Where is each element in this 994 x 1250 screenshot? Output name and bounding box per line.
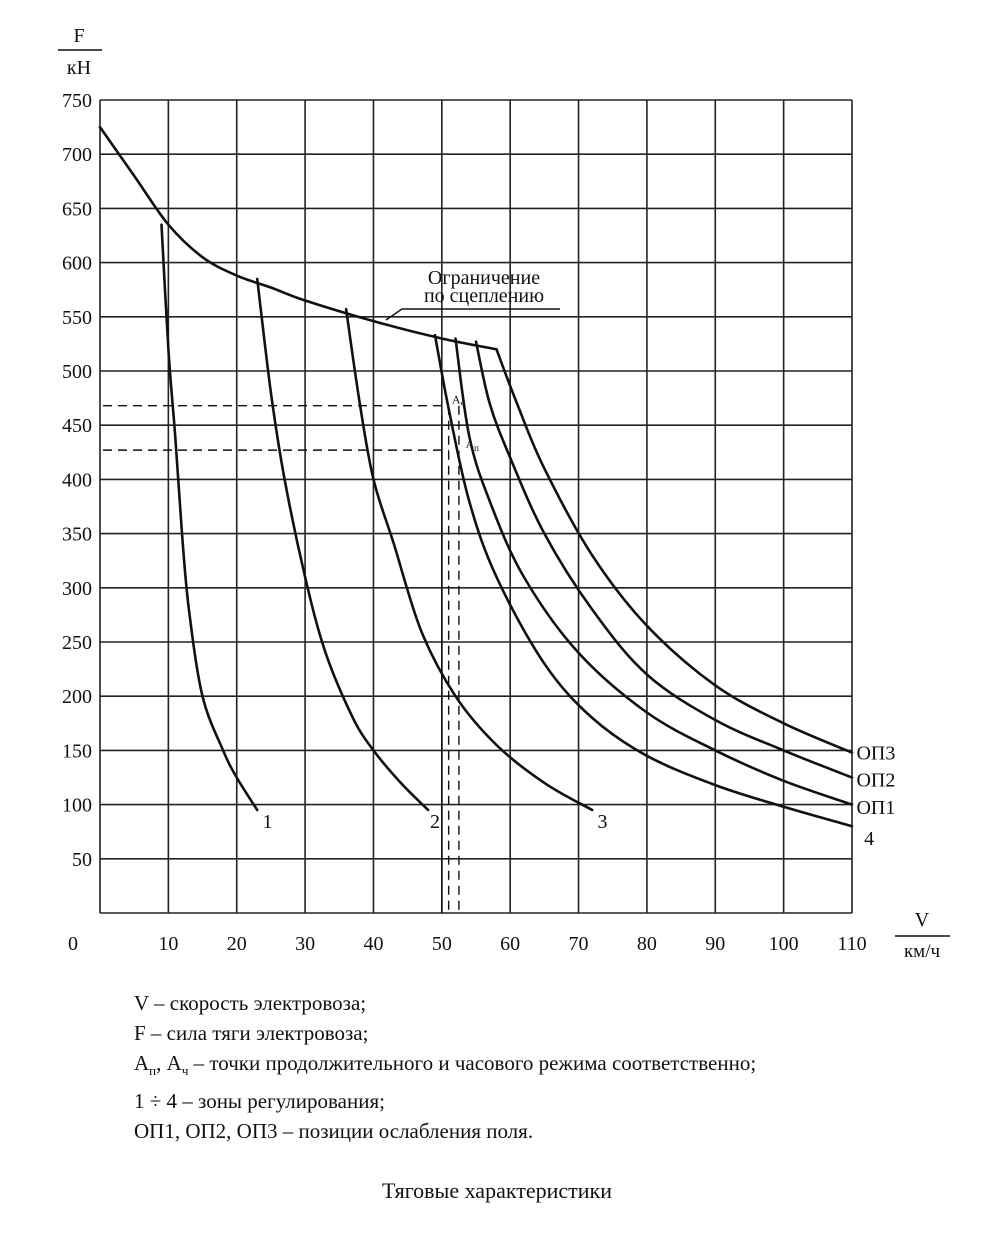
y-tick-label: 150 bbox=[62, 740, 92, 762]
curve-1 bbox=[160, 223, 259, 812]
x-tick-label: 90 bbox=[705, 933, 725, 955]
x-tick-label: 70 bbox=[569, 933, 589, 955]
y-tick-label: 650 bbox=[62, 198, 92, 220]
legend-point-desc: – точки продолжительного и часового режи… bbox=[188, 1051, 757, 1075]
x-tick-label: 100 bbox=[769, 933, 799, 955]
limit-label-line1: Ограничение bbox=[428, 267, 540, 289]
curve-ОП1 bbox=[454, 337, 854, 806]
y-tick-label: 300 bbox=[62, 578, 92, 600]
x-tick-label: 50 bbox=[432, 933, 452, 955]
y-tick-label: 600 bbox=[62, 253, 92, 275]
x-tick-label: 10 bbox=[158, 933, 178, 955]
y-tick-label: 350 bbox=[62, 524, 92, 546]
curve-ОП2 bbox=[474, 340, 854, 779]
point-label-sub: ч bbox=[460, 399, 465, 409]
legend-point-sep: , A bbox=[156, 1051, 182, 1075]
curve-ОП3 bbox=[495, 348, 854, 754]
x-tick-label: 110 bbox=[837, 933, 866, 955]
chart-curves bbox=[98, 125, 854, 828]
limit-label-leader bbox=[385, 308, 403, 321]
curve-label-2: 2 bbox=[430, 811, 440, 833]
x-tick-label: 20 bbox=[227, 933, 247, 955]
x-tick-label: 30 bbox=[295, 933, 315, 955]
curve-label-3: 3 bbox=[597, 811, 607, 833]
curve-4 bbox=[433, 333, 854, 828]
y-axis-label-bottom: кН bbox=[67, 57, 91, 79]
legend-line-points: Aп, Aч – точки продолжительного и часово… bbox=[134, 1048, 974, 1086]
curve-label-ОП1: ОП1 bbox=[856, 797, 895, 819]
legend-line-op: ОП1, ОП2, ОП3 – позиции ослабления поля. bbox=[134, 1119, 534, 1143]
adhesion-limit-curve bbox=[98, 125, 498, 351]
dashed-guides bbox=[103, 404, 460, 913]
chart-grid bbox=[99, 99, 853, 914]
y-tick-label: 100 bbox=[62, 795, 92, 817]
x-axis-label-top: V bbox=[915, 909, 930, 931]
chart-labels: 5010015020025030035040045050055060065070… bbox=[58, 25, 950, 962]
legend-line-f: F – сила тяги электровоза; bbox=[134, 1021, 369, 1045]
y-tick-label: 250 bbox=[62, 632, 92, 654]
legend-point-letter: A bbox=[134, 1051, 150, 1075]
y-axis-label-top: F bbox=[73, 25, 84, 47]
curve-2 bbox=[255, 277, 430, 812]
x-axis-label-bottom: км/ч bbox=[904, 941, 941, 962]
y-tick-label: 500 bbox=[62, 361, 92, 383]
y-tick-label: 400 bbox=[62, 469, 92, 491]
figure-caption: Тяговые характеристики bbox=[381, 1178, 613, 1203]
y-tick-label: 50 bbox=[72, 849, 92, 871]
curve-label-ОП2: ОП2 bbox=[856, 770, 895, 792]
y-tick-label: 700 bbox=[62, 144, 92, 166]
y-tick-label: 750 bbox=[62, 90, 92, 112]
curve-label-ОП3: ОП3 bbox=[856, 743, 895, 765]
point-label: Aп bbox=[465, 437, 479, 453]
legend-line-v: V – скорость электровоза; bbox=[134, 991, 367, 1015]
x-tick-label: 60 bbox=[500, 933, 520, 955]
legend-sub-ch: ч bbox=[181, 1063, 189, 1078]
point-label-sub: п bbox=[474, 443, 479, 453]
legend: V – скорость электровоза; F – сила тяги … bbox=[134, 988, 974, 1146]
x-tick-label: 80 bbox=[637, 933, 657, 955]
y-tick-label: 550 bbox=[62, 307, 92, 329]
legend-sub-p: п bbox=[149, 1063, 157, 1078]
x-origin-label: 0 bbox=[68, 933, 78, 955]
curve-3 bbox=[344, 307, 594, 812]
legend-line-zones: 1 ÷ 4 – зоны регулирования; bbox=[134, 1089, 385, 1113]
y-tick-label: 200 bbox=[62, 686, 92, 708]
curve-label-4: 4 bbox=[864, 828, 874, 850]
limit-label-line2: по сцеплению bbox=[424, 285, 544, 307]
x-tick-label: 40 bbox=[363, 933, 383, 955]
curve-label-1: 1 bbox=[262, 811, 272, 833]
traction-chart: 5010015020025030035040045050055060065070… bbox=[58, 25, 950, 962]
y-tick-label: 450 bbox=[62, 415, 92, 437]
